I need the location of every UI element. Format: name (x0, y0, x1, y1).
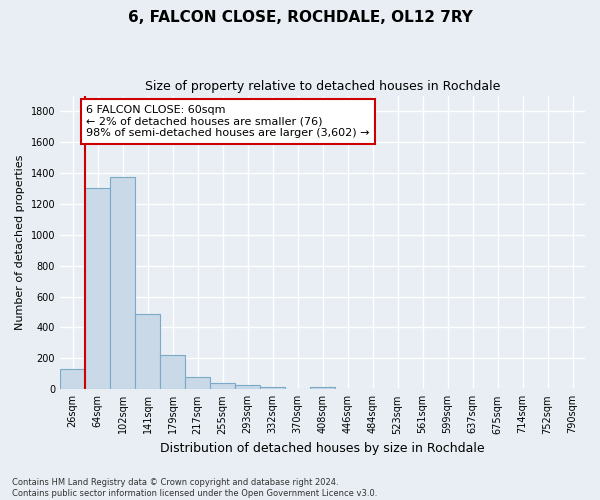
Title: Size of property relative to detached houses in Rochdale: Size of property relative to detached ho… (145, 80, 500, 93)
Bar (235, 385, 260, 390)
Bar (60, 369, 85, 390)
Y-axis label: Number of detached properties: Number of detached properties (15, 154, 25, 330)
Text: 6 FALCON CLOSE: 60sqm
← 2% of detached houses are smaller (76)
98% of semi-detac: 6 FALCON CLOSE: 60sqm ← 2% of detached h… (86, 105, 370, 138)
Text: Contains HM Land Registry data © Crown copyright and database right 2024.
Contai: Contains HM Land Registry data © Crown c… (12, 478, 377, 498)
Bar (85, 188, 110, 390)
Bar (135, 314, 160, 390)
Bar (260, 386, 285, 390)
Bar (210, 382, 235, 390)
Bar (110, 178, 135, 390)
Bar (310, 386, 335, 390)
Bar (185, 377, 210, 390)
Bar (160, 354, 185, 390)
Text: 6, FALCON CLOSE, ROCHDALE, OL12 7RY: 6, FALCON CLOSE, ROCHDALE, OL12 7RY (128, 10, 472, 25)
X-axis label: Distribution of detached houses by size in Rochdale: Distribution of detached houses by size … (160, 442, 485, 455)
